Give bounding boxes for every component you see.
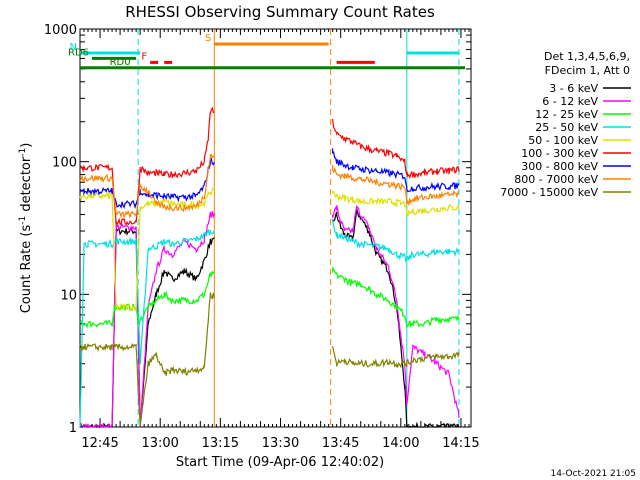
legend-entry: 50 - 100 keV	[528, 134, 598, 147]
y-tick-label: 1	[69, 421, 77, 436]
y-axis-label-end: )	[19, 143, 34, 148]
legend-entry: 3 - 6 keV	[549, 82, 598, 95]
y-tick-label: 10	[60, 288, 77, 303]
series-line	[79, 266, 460, 329]
axis-ticks	[80, 29, 471, 428]
legend-entry: 12 - 25 keV	[535, 108, 598, 121]
legend-entry: 300 - 800 keV	[521, 160, 598, 173]
x-tick-labels: 12:45 13:00 13:15 13:30 13:45 14:00 14:15	[81, 436, 479, 451]
y-axis-label-sup2: -1	[18, 148, 28, 157]
series-lines	[79, 106, 460, 429]
chart-title: RHESSI Observing Summary Count Rates	[125, 3, 435, 21]
x-tick-label: 13:30	[262, 436, 299, 451]
y-axis-label-sup1: -1	[18, 216, 28, 225]
y-tick-label: 1000	[44, 23, 77, 38]
legend-entry: 7000 - 15000 keV	[500, 186, 598, 199]
x-tick-label: 13:00	[141, 436, 178, 451]
flag-label: F	[141, 51, 147, 62]
timestamp: 14-Oct-2021 21:05	[551, 469, 636, 479]
plot-frame	[79, 28, 472, 428]
y-axis-label-mid: detector	[19, 156, 34, 216]
y-tick-label: 100	[52, 156, 77, 171]
flag-label: RD0	[110, 57, 131, 68]
x-tick-label: 14:00	[382, 436, 419, 451]
series-line	[79, 292, 460, 426]
legend-entry: 100 - 300 keV	[521, 147, 598, 160]
y-axis-label: Count Rate (s-1 detector-1)	[18, 143, 34, 314]
legend: Det 1,3,4,5,6,9,FDecim 1, Att 0 3 - 6 keV…	[500, 50, 631, 199]
series-line	[79, 106, 460, 227]
x-tick-label: 14:15	[442, 436, 479, 451]
flag-label: S	[205, 33, 211, 44]
flag-bars: N F S RD0 RD6	[68, 33, 465, 70]
flag-label: RD6	[68, 47, 89, 58]
x-axis-label: Start Time (09-Apr-06 12:40:02)	[176, 455, 384, 470]
flag-label: N	[70, 42, 77, 53]
series-line	[79, 148, 460, 210]
legend-header: Det 1,3,4,5,6,9,	[544, 50, 630, 63]
y-axis-label-main: Count Rate (s	[19, 225, 34, 314]
x-tick-label: 13:45	[322, 436, 359, 451]
legend-entry: 800 - 7000 keV	[514, 173, 598, 186]
legend-entry: 6 - 12 keV	[542, 95, 598, 108]
legend-header: FDecim 1, Att 0	[545, 64, 630, 77]
y-tick-labels: 1 10 100 1000	[44, 23, 77, 436]
legend-entry: 25 - 50 keV	[535, 121, 598, 134]
series-line	[79, 218, 460, 428]
x-tick-label: 12:45	[81, 436, 118, 451]
x-tick-label: 13:15	[202, 436, 239, 451]
series-line	[79, 153, 460, 219]
